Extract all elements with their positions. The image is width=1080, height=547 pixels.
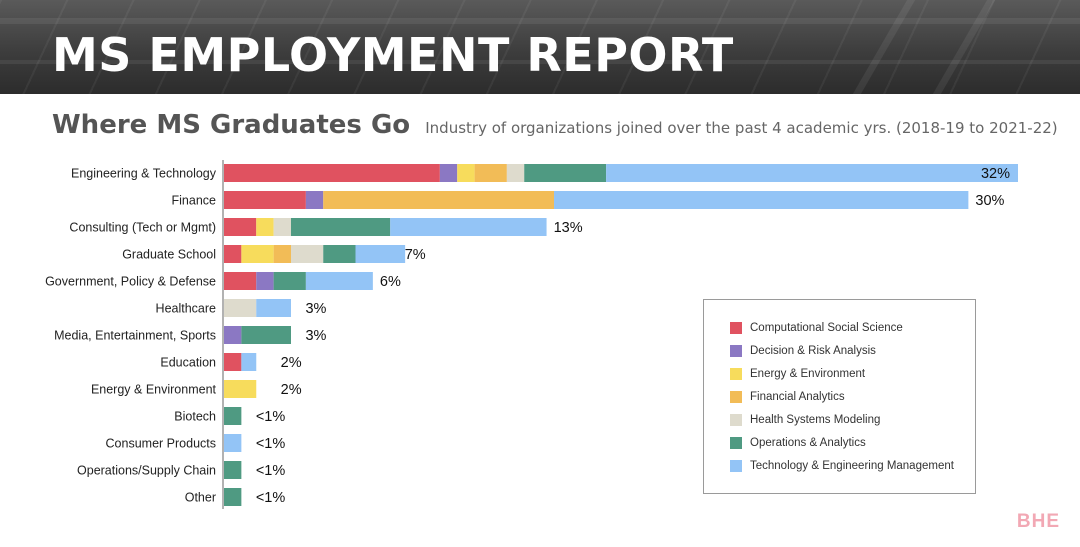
- bar-segment: [305, 272, 373, 290]
- watermark-logo: BHE: [1016, 511, 1060, 532]
- chart-title: Where MS Graduates Go: [52, 110, 411, 140]
- category-label: Finance: [172, 194, 217, 208]
- bar-segment: [256, 218, 274, 236]
- total-value-label: <1%: [256, 436, 286, 452]
- bar-segment: [390, 218, 547, 236]
- legend-swatch: [730, 345, 742, 357]
- bar-segment: [224, 434, 242, 452]
- category-label: Operations/Supply Chain: [77, 464, 216, 478]
- total-value-label: 2%: [281, 382, 302, 398]
- legend-item: Computational Social Science: [730, 320, 903, 336]
- bar-segment: [290, 245, 324, 263]
- legend-item: Energy & Environment: [730, 366, 865, 382]
- bar-segment: [256, 299, 291, 317]
- legend-label: Decision & Risk Analysis: [750, 345, 876, 357]
- bar-segment: [256, 272, 274, 290]
- bar-segment: [224, 164, 440, 182]
- bar-segment: [241, 326, 291, 344]
- report-title: MS EMPLOYMENT REPORT: [52, 28, 734, 82]
- category-label: Education: [160, 356, 216, 370]
- total-value-label: 7%: [405, 247, 426, 263]
- legend-swatch: [730, 414, 742, 426]
- category-label: Engineering & Technology: [71, 167, 217, 181]
- bar-segment: [224, 380, 257, 398]
- category-label: Media, Entertainment, Sports: [54, 329, 216, 343]
- legend-label: Technology & Engineering Management: [750, 460, 954, 472]
- bar-segment: [224, 353, 242, 371]
- bar-segment: [224, 245, 242, 263]
- bar-segment: [273, 272, 306, 290]
- chart-legend: Computational Social Science Decision & R…: [703, 299, 976, 494]
- total-value-label: 32%: [981, 166, 1010, 182]
- legend-swatch: [730, 460, 742, 472]
- bar-segment: [355, 245, 406, 263]
- total-value-label: <1%: [256, 463, 286, 479]
- total-value-label: 3%: [305, 328, 326, 344]
- legend-label: Energy & Environment: [750, 368, 866, 380]
- legend-swatch: [730, 322, 742, 334]
- banner-beam: [0, 18, 1080, 24]
- legend-label: Health Systems Modeling: [750, 414, 881, 426]
- legend-label: Operations & Analytics: [750, 437, 866, 449]
- bar-segment: [224, 299, 257, 317]
- bar-segment: [241, 245, 274, 263]
- bar-segment: [506, 164, 525, 182]
- bar-segment: [224, 191, 306, 209]
- legend-item: Operations & Analytics: [730, 435, 866, 451]
- category-label: Healthcare: [156, 302, 216, 316]
- bar-segment: [241, 353, 257, 371]
- category-label: Biotech: [174, 410, 216, 424]
- banner-beam: [0, 60, 1080, 64]
- total-value-label: 2%: [281, 355, 302, 371]
- total-value-label: <1%: [256, 490, 286, 506]
- category-label: Energy & Environment: [91, 383, 217, 397]
- bar-segment: [474, 164, 507, 182]
- bar-segment: [224, 218, 257, 236]
- bar-segment: [554, 191, 969, 209]
- bar-segment: [273, 245, 291, 263]
- bar-segment: [224, 326, 242, 344]
- legend-item: Financial Analytics: [730, 389, 845, 405]
- total-value-label: 13%: [554, 220, 583, 236]
- category-label: Graduate School: [122, 248, 216, 262]
- category-label: Other: [185, 491, 216, 505]
- bar-segment: [439, 164, 458, 182]
- chart-heading: Where MS Graduates Go Industry of organi…: [52, 110, 1058, 140]
- bar-segment: [606, 164, 1018, 182]
- legend-item: Health Systems Modeling: [730, 412, 880, 428]
- legend-item: Decision & Risk Analysis: [730, 343, 876, 359]
- bar-segment: [290, 218, 391, 236]
- bar-segment: [224, 407, 242, 425]
- legend-item: Technology & Engineering Management: [730, 458, 954, 474]
- legend-swatch: [730, 368, 742, 380]
- category-label: Consulting (Tech or Mgmt): [69, 221, 216, 235]
- bar-segment: [457, 164, 475, 182]
- legend-swatch: [730, 437, 742, 449]
- total-value-label: <1%: [256, 409, 286, 425]
- legend-label: Computational Social Science: [750, 322, 903, 334]
- total-value-label: 3%: [305, 301, 326, 317]
- chart-subtitle: Industry of organizations joined over th…: [425, 119, 1058, 137]
- bar-segment: [524, 164, 607, 182]
- legend-label: Financial Analytics: [750, 391, 845, 403]
- bar-segment: [224, 272, 257, 290]
- bar-segment: [323, 245, 356, 263]
- category-label: Government, Policy & Defense: [45, 275, 216, 289]
- bar-segment: [305, 191, 324, 209]
- category-label: Consumer Products: [106, 437, 216, 451]
- header-banner: MS EMPLOYMENT REPORT: [0, 0, 1080, 94]
- total-value-label: 6%: [380, 274, 401, 290]
- total-value-label: 30%: [975, 193, 1004, 209]
- bar-segment: [224, 488, 242, 506]
- bar-segment: [224, 461, 242, 479]
- legend-swatch: [730, 391, 742, 403]
- bar-segment: [323, 191, 555, 209]
- bar-segment: [273, 218, 291, 236]
